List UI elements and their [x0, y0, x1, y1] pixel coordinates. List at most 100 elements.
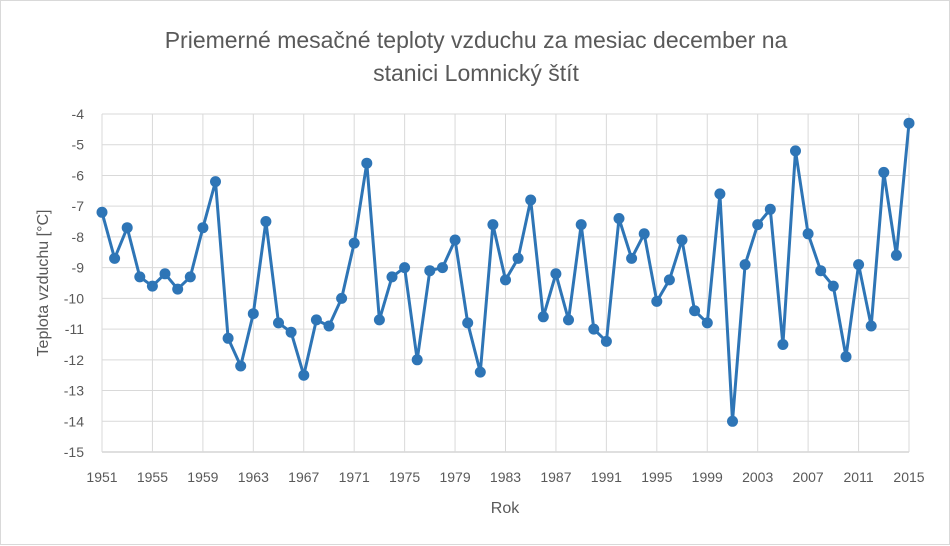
data-point	[890, 249, 902, 261]
data-point	[146, 280, 158, 292]
x-tick-label: 2003	[742, 469, 773, 485]
y-axis-title: Teplota vzduchu [°C]	[35, 210, 52, 357]
data-point	[575, 219, 587, 231]
data-point	[663, 274, 675, 286]
data-point	[853, 259, 865, 271]
series-points	[96, 117, 915, 427]
x-tick-label: 1991	[591, 469, 622, 485]
data-point	[184, 271, 196, 283]
data-point	[727, 415, 738, 427]
data-point	[638, 228, 650, 240]
y-tick-label: -5	[72, 137, 85, 153]
data-point	[865, 320, 877, 332]
data-point	[96, 206, 108, 218]
data-point	[512, 252, 524, 264]
data-point	[449, 234, 461, 246]
chart-title-line1: Priemerné mesačné teploty vzduchu za mes…	[165, 27, 788, 53]
x-tick-label: 1951	[86, 469, 117, 485]
data-point	[222, 332, 234, 344]
y-tick-label: -6	[72, 167, 85, 183]
data-point	[437, 262, 448, 274]
y-tick-label: -14	[64, 413, 84, 429]
data-point	[487, 219, 499, 231]
x-tick-label: 1995	[641, 469, 672, 485]
data-point	[361, 157, 373, 169]
x-tick-label: 1959	[187, 469, 218, 485]
x-tick-label: 2007	[793, 469, 824, 485]
x-tick-label: 1971	[339, 469, 370, 485]
y-tick-label: -8	[72, 229, 85, 245]
y-tick-label: -9	[72, 260, 85, 276]
y-tick-label: -15	[64, 444, 84, 460]
x-tick-label: 1955	[137, 469, 168, 485]
x-tick-label: 1983	[490, 469, 521, 485]
y-tick-label: -13	[64, 383, 84, 399]
data-point	[903, 117, 915, 129]
data-point	[563, 314, 574, 326]
data-point	[399, 262, 411, 274]
data-point	[500, 274, 511, 286]
data-point	[474, 366, 486, 378]
data-point	[462, 317, 474, 329]
data-point	[159, 268, 171, 280]
data-point	[298, 369, 310, 381]
data-point	[777, 339, 789, 350]
data-point	[651, 295, 663, 307]
data-point	[247, 308, 259, 320]
data-point	[626, 252, 638, 264]
x-axis-title: Rok	[491, 500, 520, 517]
data-point	[613, 213, 625, 224]
x-tick-labels: 1951 1955 1959 1963 1967 1971 1975 1979 1983 1987…	[86, 469, 924, 485]
data-point	[235, 360, 247, 372]
y-tick-label: -12	[64, 352, 84, 368]
data-point	[701, 317, 713, 329]
data-point	[386, 271, 398, 283]
data-point	[752, 219, 764, 231]
data-point	[689, 305, 701, 317]
data-point	[411, 354, 423, 366]
data-point	[537, 311, 549, 323]
data-point	[600, 335, 612, 347]
data-point	[739, 259, 751, 271]
data-point	[714, 188, 726, 200]
data-point	[827, 280, 839, 292]
data-point	[815, 265, 827, 277]
data-point	[790, 145, 801, 157]
data-point	[134, 271, 146, 283]
x-tick-label: 2015	[893, 469, 924, 485]
data-point	[764, 203, 776, 215]
data-point	[323, 320, 335, 332]
y-tick-label: -4	[72, 106, 85, 122]
data-point	[172, 283, 184, 295]
data-point	[210, 176, 221, 188]
data-point	[310, 314, 322, 326]
y-tick-label: -10	[64, 290, 84, 306]
data-point	[676, 234, 688, 246]
data-point	[550, 268, 562, 280]
data-point	[197, 222, 209, 234]
x-tick-label: 1963	[238, 469, 269, 485]
data-point	[109, 252, 121, 264]
data-point	[285, 326, 297, 338]
data-point	[336, 292, 348, 304]
x-tick-label: 1979	[439, 469, 470, 485]
y-tick-labels: -4 -5 -6 -7 -8 -9 -10 -11 -12 -13 -14 -15	[64, 106, 84, 460]
data-point	[802, 228, 814, 240]
data-point	[840, 351, 852, 363]
x-tick-label: 2011	[844, 469, 874, 485]
data-point	[525, 194, 537, 206]
chart-title-line2: stanici Lomnický štít	[373, 60, 579, 86]
y-tick-label: -7	[72, 198, 85, 214]
data-point	[424, 265, 436, 277]
data-point	[373, 314, 385, 326]
x-tick-label: 1967	[288, 469, 319, 485]
data-point	[588, 323, 600, 335]
data-point	[260, 216, 272, 227]
data-point	[878, 166, 890, 178]
data-point	[121, 222, 133, 234]
data-point	[273, 317, 284, 329]
x-tick-label: 1987	[540, 469, 571, 485]
y-tick-label: -11	[65, 321, 84, 337]
